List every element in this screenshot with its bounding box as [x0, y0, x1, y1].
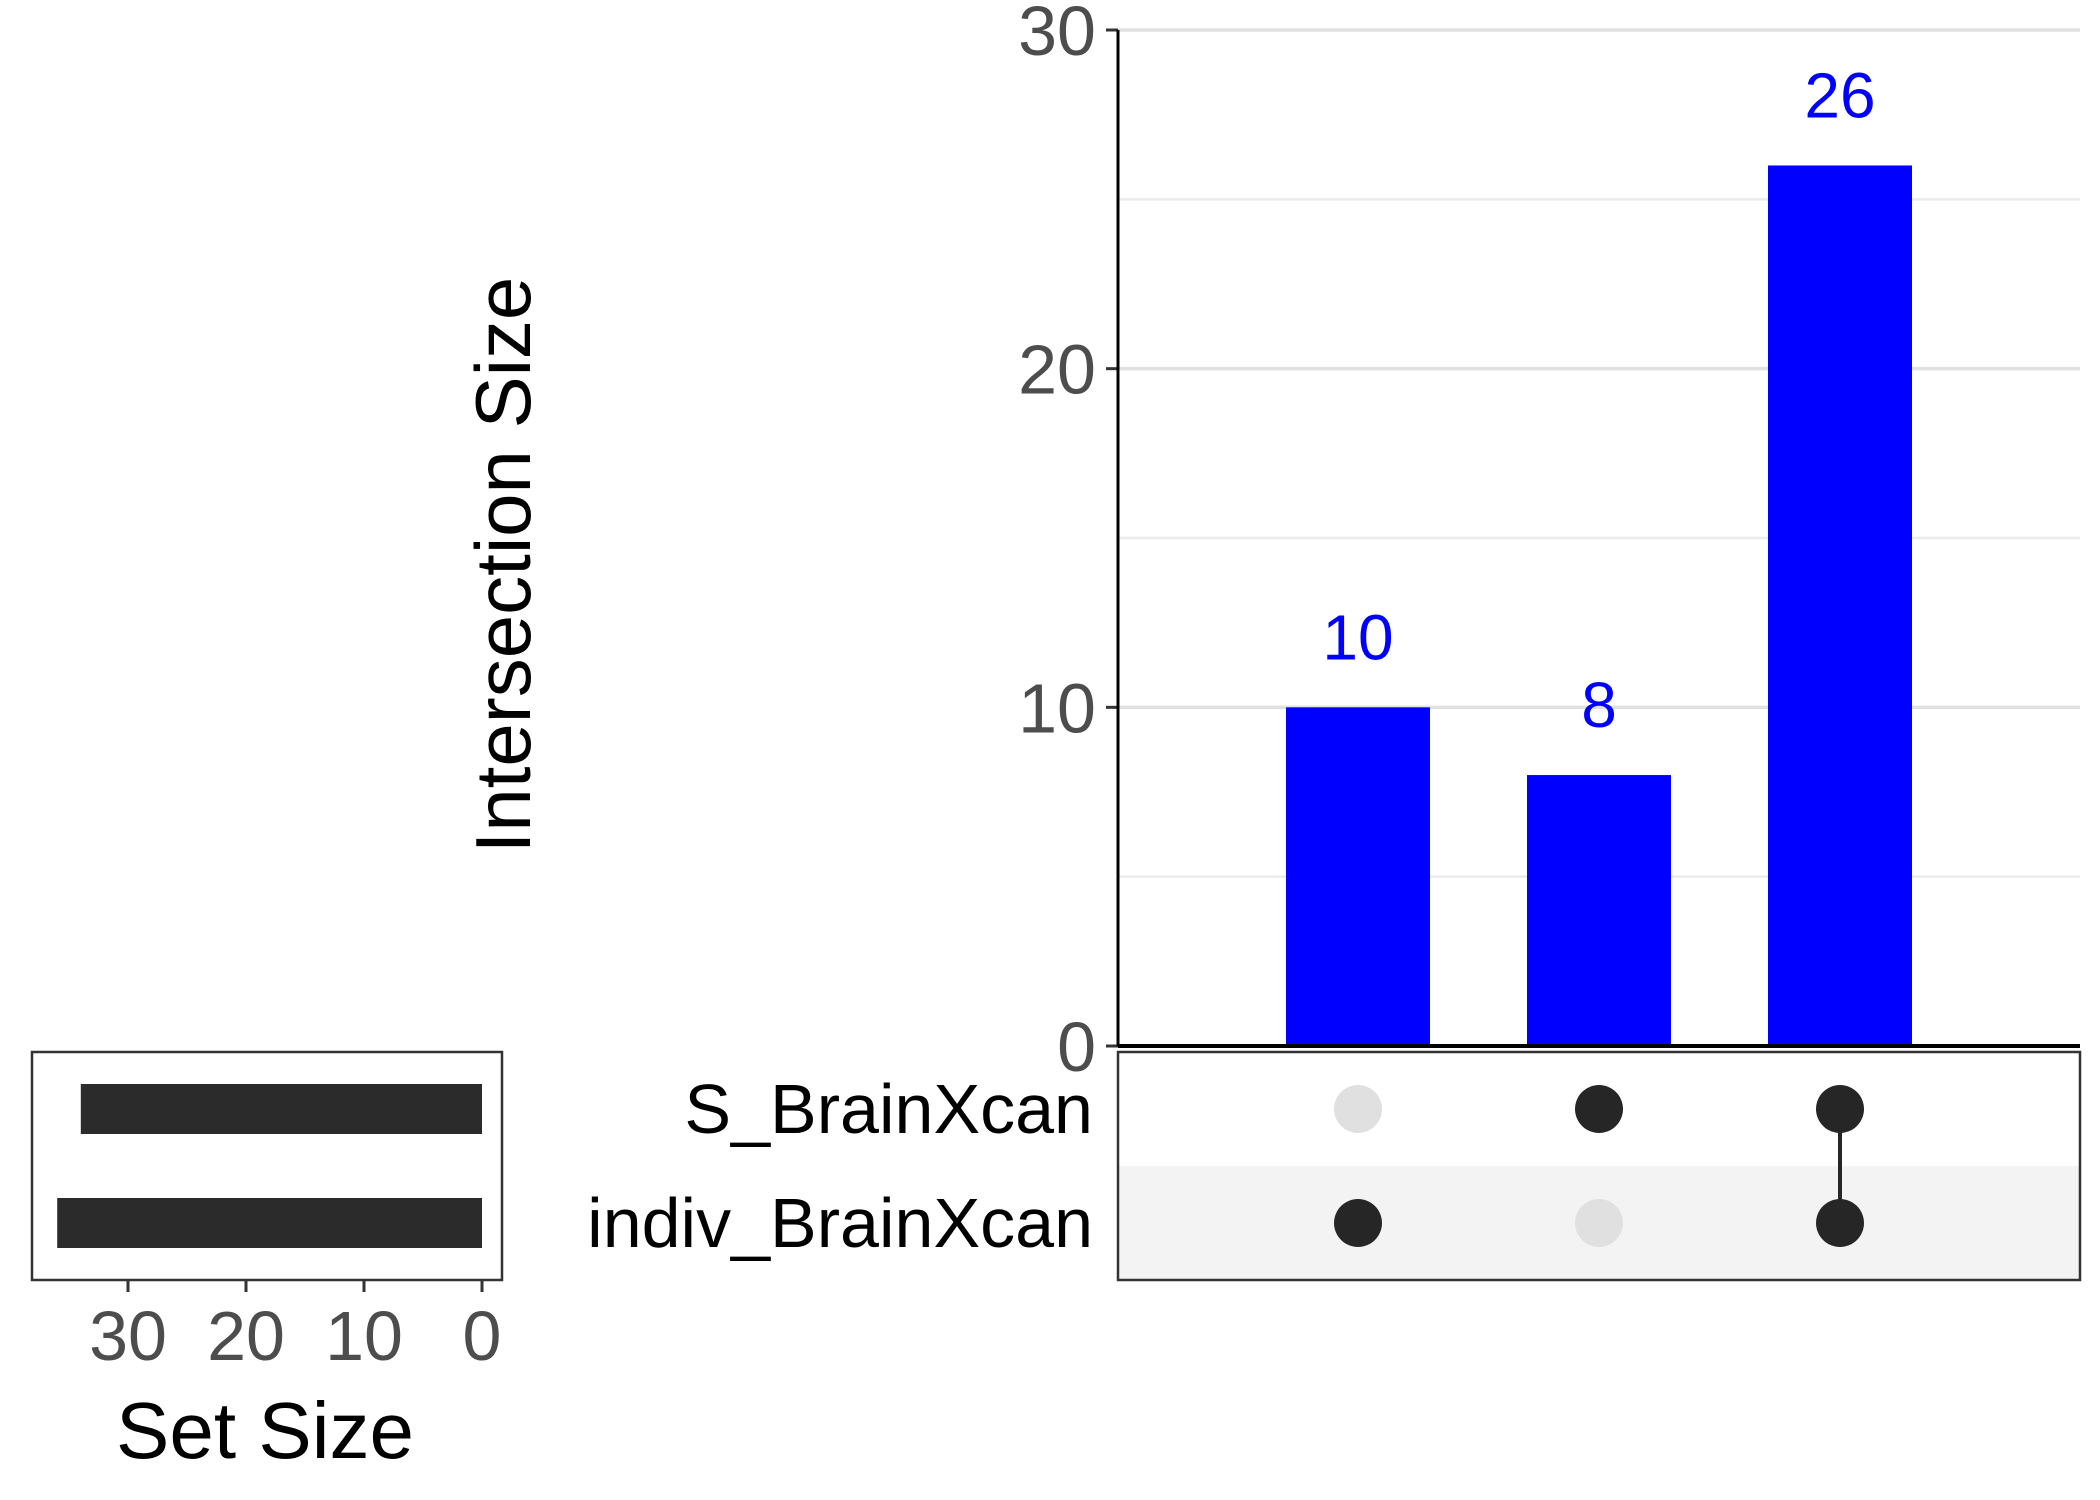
- intersection-bar: [1768, 165, 1912, 1046]
- bar-value-label: 26: [1804, 59, 1875, 131]
- set-size-panel: 30 20 10 0: [30, 1050, 504, 1375]
- matrix-dot-active: [1575, 1085, 1623, 1133]
- intersection-bar-panel: 0 10 20 30 10 8 26: [1018, 0, 2080, 1086]
- y-axis-title: Intersection Size: [459, 277, 547, 854]
- matrix-dot-inactive: [1334, 1085, 1382, 1133]
- set-size-tick-label: 10: [325, 1297, 403, 1375]
- y-tick-label: 10: [1018, 669, 1096, 747]
- y-tick-label: 30: [1018, 0, 1096, 70]
- set-size-axis-title: Set Size: [116, 1386, 414, 1475]
- matrix-dot-active: [1816, 1085, 1864, 1133]
- set-label: indiv_BrainXcan: [587, 1184, 1093, 1262]
- matrix-dot-active: [1334, 1199, 1382, 1247]
- intersection-matrix-panel: S_BrainXcan indiv_BrainXcan: [587, 1050, 2082, 1282]
- set-size-tick-label: 0: [463, 1297, 502, 1375]
- y-tick-label: 20: [1018, 331, 1096, 409]
- set-label: S_BrainXcan: [684, 1070, 1093, 1148]
- matrix-dot-inactive: [1575, 1199, 1623, 1247]
- bar-value-label: 8: [1581, 669, 1617, 741]
- intersection-bar: [1286, 707, 1430, 1046]
- matrix-border: [1116, 1050, 2082, 1282]
- set-size-tick-label: 30: [89, 1297, 167, 1375]
- bar-value-label: 10: [1322, 601, 1393, 673]
- intersection-bar: [1527, 775, 1671, 1046]
- set-size-tick-label: 20: [207, 1297, 285, 1375]
- y-tick-label: 0: [1057, 1008, 1096, 1086]
- set-size-bar: [80, 1084, 483, 1134]
- matrix-dot-active: [1816, 1199, 1864, 1247]
- set-size-bar: [57, 1198, 482, 1248]
